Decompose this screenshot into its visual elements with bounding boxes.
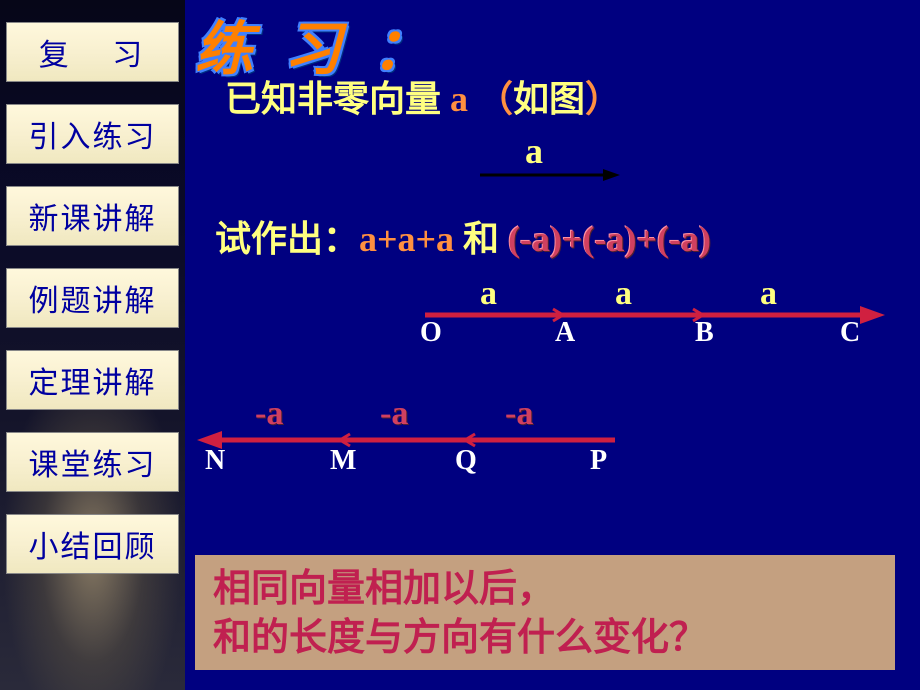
sidebar-label: 课堂练习 <box>29 440 157 484</box>
diagram-positive: a a a O A B C <box>420 275 900 355</box>
sidebar-item-review[interactable]: 复 习 <box>6 22 179 82</box>
expr-positive: a+a+a <box>359 219 454 259</box>
pt-label: Q <box>455 445 477 477</box>
arrow-left <box>195 420 635 480</box>
question-line2: 和的长度与方向有什么变化？ <box>213 614 877 663</box>
task-statement: 试作出：a+a+a 和 (-a)+(-a)+(-a) <box>215 210 711 262</box>
text-asshown: 如图 <box>513 79 585 119</box>
sidebar-label: 例题讲解 <box>29 276 157 320</box>
pt-label: O <box>420 317 442 349</box>
sidebar-label: 小结回顾 <box>29 522 157 566</box>
task-prefix: 试作出： <box>215 219 359 259</box>
sidebar: 复 习 引入练习 新课讲解 例题讲解 定理讲解 课堂练习 小结回顾 <box>0 0 185 690</box>
sidebar-label: 复 习 <box>39 30 161 74</box>
vector-a-arrow <box>475 130 625 190</box>
pt-label: M <box>330 445 356 477</box>
text-prefix: 已知非零向量 <box>225 79 450 119</box>
sidebar-item-summary[interactable]: 小结回顾 <box>6 514 179 574</box>
paren-open: （ <box>477 79 513 119</box>
pt-label: C <box>840 317 860 349</box>
sidebar-item-lecture[interactable]: 新课讲解 <box>6 186 179 246</box>
sidebar-label: 定理讲解 <box>29 358 157 402</box>
sidebar-label: 新课讲解 <box>29 194 157 238</box>
sidebar-item-example[interactable]: 例题讲解 <box>6 268 179 328</box>
expr-negative: (-a)+(-a)+(-a) <box>508 219 711 259</box>
vector-a-figure: a <box>475 130 625 190</box>
sidebar-item-intro[interactable]: 引入练习 <box>6 104 179 164</box>
pt-label: N <box>205 445 225 477</box>
sidebar-label: 引入练习 <box>29 112 157 156</box>
pt-label: B <box>695 317 714 349</box>
conj-and: 和 <box>454 219 508 259</box>
sidebar-item-theorem[interactable]: 定理讲解 <box>6 350 179 410</box>
question-line1: 相同向量相加以后， <box>213 565 877 614</box>
sidebar-item-practice[interactable]: 课堂练习 <box>6 432 179 492</box>
pt-label: P <box>590 445 607 477</box>
diagram-negative: -a -a -a N M Q P <box>195 395 675 485</box>
main-content: 练 习 ： 已知非零向量 a （如图） a 试作出：a+a+a 和 (-a)+(… <box>185 0 920 690</box>
paren-close: ） <box>585 79 621 119</box>
pt-label: A <box>555 317 575 349</box>
vector-name: a <box>450 79 468 119</box>
question-box: 相同向量相加以后， 和的长度与方向有什么变化？ <box>195 555 895 670</box>
arrow-right <box>420 295 900 355</box>
problem-statement: 已知非零向量 a （如图） <box>225 70 621 122</box>
